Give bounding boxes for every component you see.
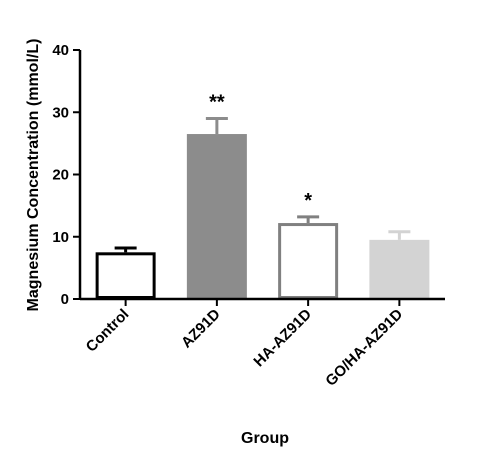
- x-tick-label: AZ91D: [178, 306, 224, 352]
- significance-marker: *: [304, 190, 312, 212]
- bars-group: [95, 134, 430, 299]
- x-axis-title: Group: [241, 430, 289, 447]
- y-tick-label: 20: [52, 167, 69, 184]
- y-ticks-group: 0 10 20 30 40: [52, 42, 80, 308]
- error-bars-group: [114, 116, 411, 253]
- y-tick-label: 10: [52, 229, 69, 246]
- bar-az91d: [186, 134, 247, 299]
- bar-control: [95, 252, 156, 299]
- x-tick-label: GO/HA-AZ91D: [322, 306, 406, 390]
- x-ticks-group: Control AZ91D HA-AZ91D GO/HA-AZ91D: [83, 299, 406, 390]
- significance-marker: **: [209, 91, 225, 113]
- y-tick-label: 0: [61, 291, 69, 308]
- bar-ha-az91d: [278, 223, 339, 299]
- bar-go-ha-az91d: [369, 239, 430, 299]
- annotations-group: ***: [209, 91, 312, 211]
- x-tick-label: HA-AZ91D: [250, 306, 315, 371]
- y-tick-label: 30: [52, 104, 69, 121]
- y-axis-title: Magnesium Concentration (mmol/L): [25, 39, 42, 312]
- y-tick-label: 40: [52, 42, 69, 59]
- x-tick-label: Control: [83, 306, 133, 356]
